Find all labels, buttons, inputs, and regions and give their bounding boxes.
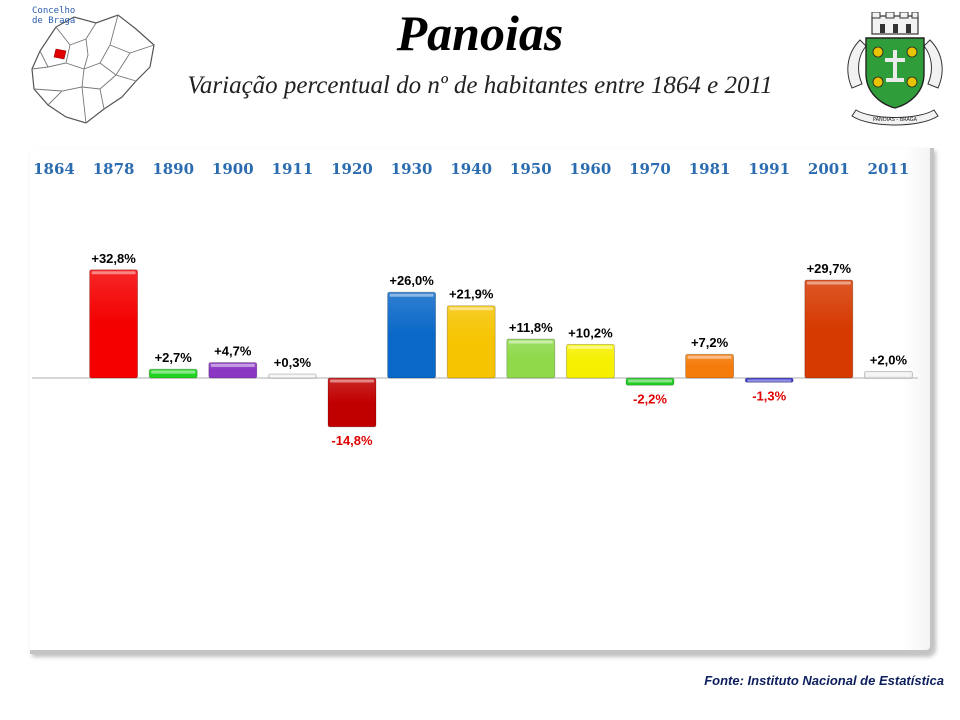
page-title: Panoias bbox=[396, 5, 564, 61]
value-label-1920: -14,8% bbox=[331, 433, 373, 448]
year-label: 1950 bbox=[510, 160, 552, 178]
value-label-2001: +29,7% bbox=[807, 261, 852, 276]
bar-1890 bbox=[148, 368, 198, 379]
year-label: 1960 bbox=[570, 160, 612, 178]
bar-highlight bbox=[508, 340, 553, 344]
bar-2011 bbox=[864, 370, 913, 379]
bar-highlight bbox=[449, 307, 494, 311]
bar-1970 bbox=[625, 377, 675, 386]
value-label-1911: +0,3% bbox=[274, 355, 312, 370]
municipality-map bbox=[31, 14, 155, 124]
bar-highlight bbox=[806, 281, 851, 285]
year-label: 1900 bbox=[212, 160, 254, 178]
bar-1920 bbox=[327, 377, 377, 428]
coat-of-arms-scroll-text: PANOIAS - BRAGA bbox=[873, 117, 918, 123]
bar-highlight bbox=[747, 379, 792, 382]
value-label-1878: +32,8% bbox=[91, 251, 136, 266]
bar-highlight bbox=[389, 293, 434, 297]
year-label: 1930 bbox=[391, 160, 433, 178]
value-label-1890: +2,7% bbox=[155, 350, 193, 365]
page-subtitle: Variação percentual do nº de habitantes … bbox=[187, 72, 773, 99]
value-label-1940: +21,9% bbox=[449, 287, 494, 302]
bar-highlight bbox=[687, 355, 732, 359]
coat-of-arms-icon: PANOIAS - BRAGA bbox=[847, 12, 943, 126]
bar-highlight bbox=[151, 370, 196, 374]
value-label-1930: +26,0% bbox=[389, 273, 434, 288]
value-label-1960: +10,2% bbox=[568, 325, 613, 340]
bar-highlight bbox=[866, 372, 911, 376]
value-label-1970: -2,2% bbox=[633, 391, 667, 406]
year-label: 2011 bbox=[868, 160, 910, 178]
year-label: 1920 bbox=[331, 160, 373, 178]
year-label: 1991 bbox=[748, 160, 790, 178]
bar-highlight bbox=[628, 379, 672, 383]
bar-1930 bbox=[387, 291, 437, 379]
bar-highlight bbox=[210, 363, 255, 367]
value-label-1991: -1,3% bbox=[752, 388, 786, 403]
bar-highlight bbox=[270, 375, 315, 378]
value-label-2011: +2,0% bbox=[870, 352, 908, 367]
bar-1900 bbox=[208, 362, 258, 379]
value-label-1900: +4,7% bbox=[214, 343, 252, 358]
bar-highlight bbox=[91, 271, 136, 275]
year-label: 1911 bbox=[272, 160, 314, 178]
year-label: 1981 bbox=[689, 160, 731, 178]
value-label-1981: +7,2% bbox=[691, 335, 729, 350]
bar-1940 bbox=[446, 305, 496, 379]
year-label: 1864 bbox=[33, 160, 75, 178]
bar-1981 bbox=[685, 353, 734, 379]
bar-2001 bbox=[804, 279, 854, 379]
year-label: 2001 bbox=[808, 160, 850, 178]
bar-1991 bbox=[744, 377, 794, 383]
chart-frame bbox=[30, 148, 934, 654]
bar-1950 bbox=[506, 338, 556, 379]
year-label: 1890 bbox=[152, 160, 194, 178]
bar-highlight bbox=[330, 379, 374, 383]
bar-1960 bbox=[566, 343, 615, 379]
year-label: 1940 bbox=[450, 160, 492, 178]
year-label: 1878 bbox=[93, 160, 135, 178]
source-note: Fonte: Instituto Nacional de Estatística bbox=[704, 673, 944, 688]
parish-highlight bbox=[53, 48, 67, 60]
bar-1911 bbox=[267, 373, 317, 379]
bar-highlight bbox=[568, 345, 613, 349]
bar-1878 bbox=[89, 269, 138, 379]
map-label: Concelho de Braga bbox=[32, 6, 76, 26]
year-label: 1970 bbox=[629, 160, 671, 178]
value-label-1950: +11,8% bbox=[509, 320, 553, 335]
